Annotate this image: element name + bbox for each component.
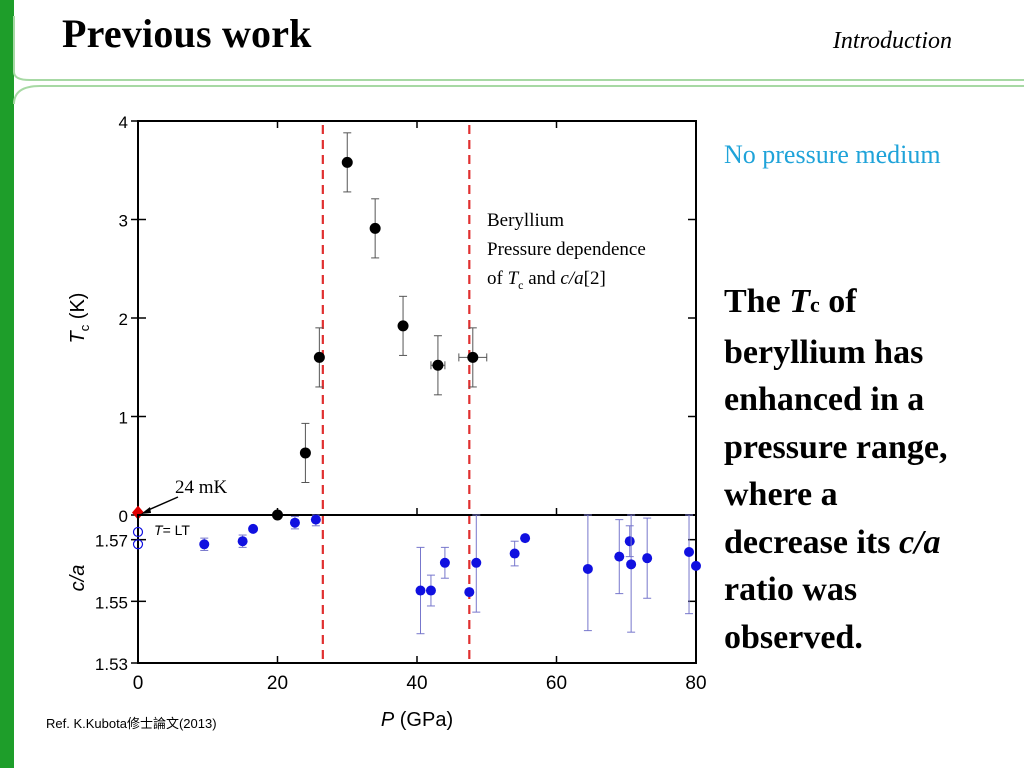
ca-open-point (132, 539, 144, 550)
y-tick-label: 1.57 (95, 532, 128, 551)
y-tick-label: 1.53 (95, 655, 128, 674)
ca-point (237, 536, 248, 547)
section-label: Introduction (832, 28, 952, 54)
x-tick-label: 40 (406, 673, 427, 694)
tc-point (397, 320, 409, 332)
body-text-part: of (819, 283, 857, 320)
ca-point (471, 557, 482, 568)
ca-point (684, 547, 695, 557)
body-text-part: c/a (898, 523, 941, 561)
ca-point (310, 514, 321, 525)
tc-point (313, 351, 325, 363)
body-line: pressure range, (724, 424, 1014, 472)
ca-point (691, 560, 701, 571)
header-decoration (13, 16, 1024, 105)
body-text-part: pressure range, (724, 428, 948, 466)
ca-point (509, 548, 520, 559)
ca-point (582, 563, 593, 574)
annotation-arrow (145, 496, 179, 512)
x-tick-label: 60 (546, 673, 567, 694)
body-text-part: c (809, 292, 820, 317)
body-line: enhanced in a (724, 376, 1014, 424)
tc-point (341, 156, 353, 168)
tc-ca-pressure-chart: 0 1 2 3 4 0 20 40 60 80 1.53 1.55 1.57 Tc (K) c/a P… (67, 113, 707, 731)
ca-point (425, 585, 436, 596)
tc-frame (137, 120, 697, 516)
chart-legend: Beryllium Pressure dependence of Tc and … (487, 210, 646, 292)
ca-open-point (132, 526, 144, 538)
y-tick-label: 1.55 (95, 593, 128, 612)
ca-panel: 0 20 40 60 80 1.53 1.55 1.57 (95, 514, 707, 694)
ca-point (520, 533, 531, 544)
body-text-part: enhanced in a (724, 381, 925, 418)
accent-bar (0, 0, 14, 768)
ca-point (642, 553, 653, 564)
body-text-part: The (724, 283, 790, 320)
annotation-24mk: 24 mK (175, 477, 228, 498)
legend-line-2: Pressure dependence (487, 239, 646, 260)
ca-point (626, 559, 637, 570)
body-text-part: where a (724, 476, 838, 513)
y-tick-label: 1 (119, 409, 128, 428)
body-line: observed. (724, 614, 1014, 662)
ca-point (624, 536, 635, 547)
header-curve (13, 16, 1024, 81)
reference-note: Ref. K.Kubota修士論文(2013) (46, 716, 217, 731)
bottom-y-axis-label: c/a (67, 565, 89, 592)
slide-title: Previous work (62, 11, 312, 56)
tc-point (369, 222, 381, 234)
tc-point (467, 351, 479, 363)
y-tick-label: 4 (119, 113, 128, 132)
y-tick-label: 3 (119, 212, 128, 231)
ca-point (464, 587, 475, 598)
body-line: where a (724, 471, 1014, 519)
ca-point (614, 551, 625, 562)
body-line: ratio was (724, 566, 1014, 614)
ca-point (248, 523, 259, 534)
legend-line-3: of Tc and c/a[2] (487, 268, 606, 292)
no-pressure-medium-note: No pressure medium (724, 140, 941, 169)
y-tick-label: 0 (119, 507, 128, 526)
body-text-part: T (789, 283, 810, 320)
tc-panel: 0 1 2 3 4 (119, 113, 697, 526)
ca-point (289, 517, 300, 528)
header-curve-lower (13, 85, 1024, 105)
tc-24mk-point (132, 505, 144, 520)
body-line: The Tc of (724, 278, 1014, 329)
x-axis-label: P (GPa) (381, 709, 453, 731)
body-line: decrease its c/a (724, 519, 1014, 567)
body-text-part: ratio was (724, 571, 858, 608)
body-text: The Tc of beryllium has enhanced in a press… (724, 278, 1014, 661)
tc-point (432, 359, 444, 371)
top-y-axis-label: Tc (K) (67, 293, 92, 344)
body-text-part: observed. (724, 618, 863, 656)
tc-point (299, 447, 311, 459)
legend-line-1: Beryllium (487, 210, 564, 231)
body-line: beryllium has (724, 329, 1014, 377)
x-tick-label: 20 (267, 673, 288, 694)
vertical-dashed-lines (321, 125, 471, 663)
ca-point (415, 585, 426, 596)
ca-point (199, 539, 210, 550)
annotation-arrowhead (141, 507, 151, 514)
ca-point (439, 557, 450, 568)
y-tick-label: 2 (119, 310, 128, 329)
body-text-part: beryllium has (724, 333, 924, 371)
x-tick-label: 0 (133, 673, 144, 694)
annotation-temperature: T= LT (154, 522, 190, 538)
body-text-part: decrease its (724, 523, 899, 561)
x-tick-label: 80 (685, 673, 706, 694)
